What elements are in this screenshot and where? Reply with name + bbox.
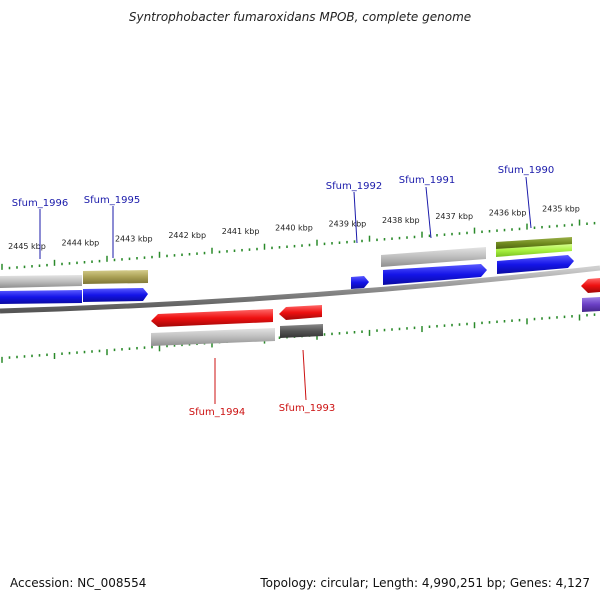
forward-cds-ring <box>0 255 574 304</box>
genome-backbone <box>0 265 600 314</box>
inner-tick-ring <box>1 313 596 363</box>
cds-sfum-1991 <box>383 264 487 285</box>
gene-labels: Sfum_1996 Sfum_1995 Sfum_1992 Sfum_1991 … <box>12 165 554 418</box>
scale-tick-label: 2444 kbp <box>62 238 100 247</box>
scale-tick-label: 2445 kbp <box>8 242 46 251</box>
feature-grey-left <box>0 275 82 288</box>
cds-sfum-1990 <box>497 255 574 274</box>
gene-label-sfum-1996[interactable]: Sfum_1996 <box>12 198 68 209</box>
cds-sfum-1995 <box>83 288 148 302</box>
scale-tick-label: 2443 kbp <box>115 235 153 244</box>
scale-tick-label: 2435 kbp <box>542 205 580 214</box>
leader-sfum-1993 <box>302 349 307 401</box>
scale-tick-label: 2442 kbp <box>168 231 206 240</box>
inner-feature-ring <box>151 324 323 346</box>
feature-olive <box>83 270 148 284</box>
outer-tick-ring <box>1 219 596 270</box>
outer-feature-ring <box>0 237 572 288</box>
gene-label-sfum-1995[interactable]: Sfum_1995 <box>84 195 140 206</box>
feature-olive-dark <box>496 237 572 250</box>
cds-sfum-1994 <box>151 309 273 327</box>
scale-tick-label: 2439 kbp <box>329 220 367 229</box>
feature-grey-1994 <box>151 328 275 346</box>
scale-tick-label: 2441 kbp <box>222 227 260 236</box>
cds-sfum-1992 <box>351 276 369 289</box>
leader-sfum-1991 <box>425 186 432 239</box>
cds-right-edge <box>581 278 600 293</box>
genome-summary: Topology: circular; Length: 4,990,251 bp… <box>260 576 590 590</box>
gene-label-sfum-1991[interactable]: Sfum_1991 <box>399 175 455 186</box>
scale-tick-label: 2437 kbp <box>435 212 473 221</box>
gene-leader-lines <box>39 176 532 404</box>
accession-label: Accession: NC_008554 <box>10 576 147 590</box>
gene-label-sfum-1992[interactable]: Sfum_1992 <box>326 181 382 192</box>
feature-lime <box>496 244 572 257</box>
scale-tick-label: 2438 kbp <box>382 216 420 225</box>
gene-label-sfum-1990[interactable]: Sfum_1990 <box>498 165 554 176</box>
gene-label-sfum-1993[interactable]: Sfum_1993 <box>279 403 335 414</box>
tick-labels: 2445 kbp 2444 kbp 2443 kbp 2442 kbp 2441 kbp… <box>8 205 580 251</box>
map-title: Syntrophobacter fumaroxidans MPOB, compl… <box>128 10 472 24</box>
scale-tick-label: 2440 kbp <box>275 223 313 232</box>
cds-sfum-1996 <box>0 290 82 304</box>
leader-sfum-1990 <box>525 176 532 229</box>
feature-purple-right-edge <box>582 297 600 312</box>
leader-sfum-1992 <box>353 191 358 244</box>
reverse-cds-ring <box>151 278 600 327</box>
feature-grey-1991 <box>381 247 486 267</box>
cds-sfum-1993 <box>279 305 322 320</box>
feature-dark-1993 <box>280 324 323 338</box>
gene-label-sfum-1994[interactable]: Sfum_1994 <box>189 407 245 418</box>
scale-tick-label: 2436 kbp <box>489 208 527 217</box>
